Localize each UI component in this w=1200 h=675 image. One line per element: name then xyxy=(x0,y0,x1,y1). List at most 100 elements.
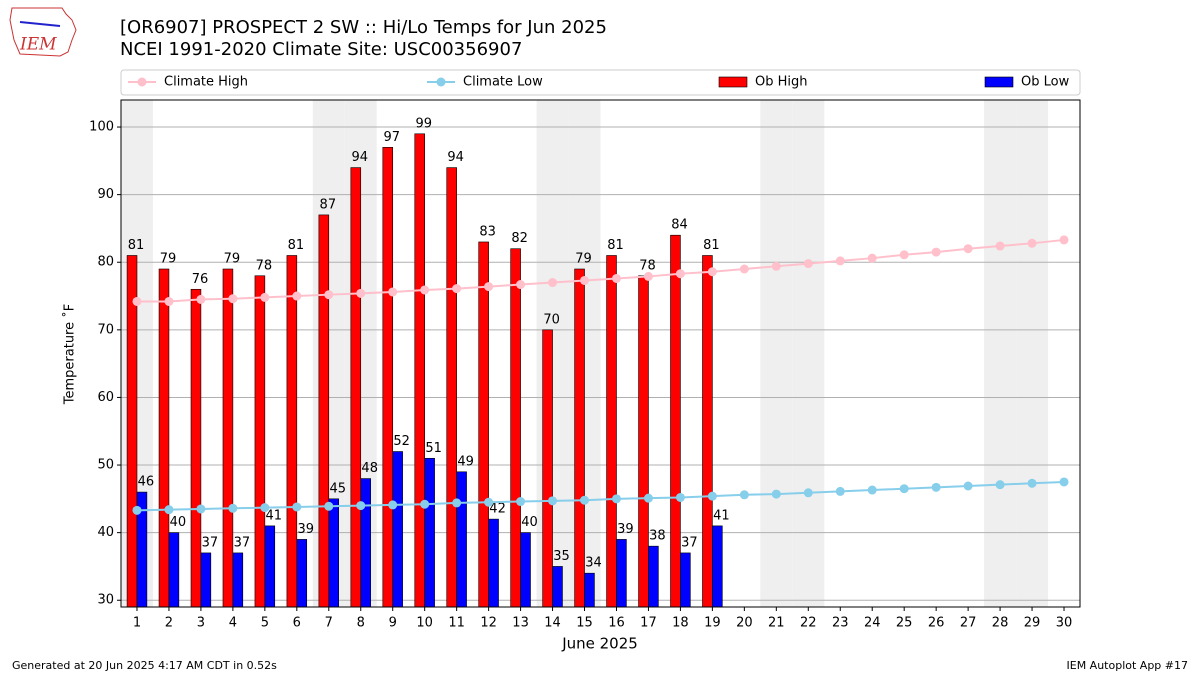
line xyxy=(136,480,1065,512)
line-point xyxy=(580,495,590,505)
line-point xyxy=(420,285,430,295)
line-point xyxy=(963,244,973,254)
data-label: 87 xyxy=(320,197,337,212)
line-point xyxy=(835,486,845,496)
bar xyxy=(360,478,371,608)
legend-swatch xyxy=(984,76,1014,88)
logo-text: IEM xyxy=(19,35,57,55)
data-label: 84 xyxy=(671,218,688,233)
data-label: 41 xyxy=(266,508,283,523)
x-tick-label: 21 xyxy=(768,616,785,631)
legend-label: Climate High xyxy=(164,75,248,90)
logo-outline xyxy=(9,7,77,57)
x-tick-label: 3 xyxy=(197,616,205,631)
bar xyxy=(712,525,723,608)
x-tick-label: 29 xyxy=(1024,616,1041,631)
line-point xyxy=(643,271,653,281)
bar xyxy=(552,566,563,608)
line-point xyxy=(516,497,526,507)
data-label: 79 xyxy=(160,252,177,267)
bar xyxy=(574,268,585,608)
y-axis-label: Temperature ˚F xyxy=(62,304,78,405)
line-point xyxy=(675,269,685,279)
bar xyxy=(616,539,627,608)
data-label: 40 xyxy=(521,515,538,530)
bar xyxy=(350,167,362,608)
bar xyxy=(510,248,521,608)
y-tick-label: 30 xyxy=(97,593,114,608)
line-point xyxy=(452,498,462,508)
bar xyxy=(606,255,617,608)
data-label: 78 xyxy=(639,258,656,273)
line-point xyxy=(452,284,462,294)
data-label: 81 xyxy=(288,238,305,253)
data-label: 79 xyxy=(575,252,592,267)
data-label: 49 xyxy=(457,454,474,469)
line-point xyxy=(611,273,621,283)
line-point xyxy=(643,493,653,503)
bar xyxy=(542,329,553,608)
legend-label: Climate Low xyxy=(463,75,543,90)
x-tick-label: 19 xyxy=(704,616,721,631)
data-label: 97 xyxy=(383,130,400,145)
line-point xyxy=(484,282,494,292)
line-point xyxy=(260,292,270,302)
data-label: 37 xyxy=(681,535,698,550)
data-label: 94 xyxy=(447,150,464,165)
weekend-shade xyxy=(1016,100,1049,607)
x-tick-label: 6 xyxy=(293,616,301,631)
line-point xyxy=(196,294,206,304)
x-tick-label: 10 xyxy=(416,616,433,631)
legend-label: Ob Low xyxy=(1021,75,1070,90)
x-tick-label: 25 xyxy=(896,616,913,631)
x-tick-label: 26 xyxy=(928,616,945,631)
x-tick-label: 16 xyxy=(608,616,625,631)
x-tick-label: 22 xyxy=(800,616,817,631)
line-point xyxy=(228,294,238,304)
x-tick-label: 1 xyxy=(133,616,141,631)
line-point xyxy=(548,278,558,288)
bar xyxy=(328,498,339,608)
line-point xyxy=(324,290,334,300)
line-point xyxy=(1059,235,1069,245)
line-point xyxy=(739,264,749,274)
data-label: 37 xyxy=(202,535,219,550)
data-label: 34 xyxy=(585,556,602,571)
line-point xyxy=(675,492,685,502)
line-point xyxy=(867,485,877,495)
line-point xyxy=(963,481,973,491)
data-label: 52 xyxy=(393,434,410,449)
bar xyxy=(680,552,691,608)
x-tick-label: 15 xyxy=(576,616,593,631)
line-point xyxy=(899,484,909,494)
weekend-shade xyxy=(984,100,1017,607)
bar xyxy=(222,268,234,608)
logo-line xyxy=(19,21,61,27)
line-point xyxy=(931,247,941,257)
x-tick-label: 11 xyxy=(448,616,465,631)
line-point xyxy=(420,499,430,509)
data-label: 42 xyxy=(489,502,506,517)
bar xyxy=(264,525,276,608)
x-tick-label: 30 xyxy=(1056,616,1073,631)
data-label: 94 xyxy=(352,150,369,165)
data-label: 45 xyxy=(329,481,346,496)
line-point xyxy=(484,497,494,507)
data-label: 51 xyxy=(425,441,442,456)
data-label: 37 xyxy=(234,535,251,550)
line-point xyxy=(324,501,334,511)
line-point xyxy=(1027,478,1037,488)
chart-title: [OR6907] PROSPECT 2 SW :: Hi/Lo Temps fo… xyxy=(120,17,607,38)
line-point xyxy=(164,296,174,306)
line-point xyxy=(931,482,941,492)
data-label: 46 xyxy=(138,475,155,490)
line-point xyxy=(388,287,398,297)
bar xyxy=(414,133,425,608)
data-label: 78 xyxy=(256,258,273,273)
data-label: 99 xyxy=(415,116,432,131)
data-label: 40 xyxy=(170,515,187,530)
bar xyxy=(254,275,266,608)
x-tick-label: 13 xyxy=(512,616,529,631)
line-point xyxy=(292,291,302,301)
line-point xyxy=(516,280,526,290)
